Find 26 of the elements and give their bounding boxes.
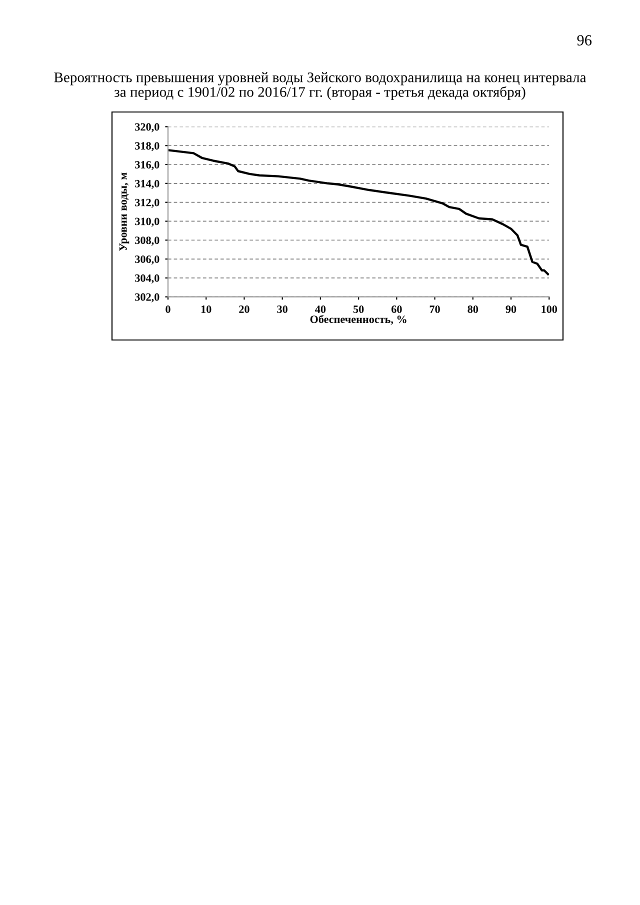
- x-tick-label: 80: [468, 305, 478, 313]
- y-tick-label: 318,0: [135, 142, 160, 152]
- text: 96: [577, 35, 592, 46]
- x-axis-title: Обеспеченность, %: [310, 315, 406, 325]
- x-tick-label: 0: [166, 305, 170, 313]
- y-tick-label: 302,0: [135, 293, 160, 302]
- x-tick-label: 90: [506, 305, 516, 313]
- x-tick-label: 10: [201, 305, 212, 313]
- x-tick-label: 50: [353, 305, 364, 313]
- y-axis-title: Уровни воды, м: [119, 172, 130, 251]
- chart-title: Вероятность превышения уровней воды Зейского водохранилища на конец интервала за период с 1901/02 по 2016/17 гг. (вторая - третья декада октября): [54, 72, 586, 100]
- y-tick-label: 312,0: [135, 198, 160, 208]
- y-tick-label: 304,0: [135, 274, 160, 284]
- x-tick-label: 40: [315, 305, 326, 313]
- y-tick-label: 306,0: [135, 255, 160, 265]
- x-tick-label: 20: [239, 305, 250, 313]
- line-series: [168, 149, 550, 276]
- x-tick-label: 60: [391, 305, 402, 313]
- y-tick-label: 308,0: [135, 236, 160, 246]
- y-tick-label: 314,0: [135, 180, 160, 189]
- x-tick-label: 30: [277, 305, 288, 313]
- y-tick-label: 316,0: [135, 160, 160, 170]
- y-tick-label: 310,0: [135, 218, 160, 227]
- y-tick-label: 320,0: [135, 123, 160, 132]
- x-tick-label: 70: [430, 305, 440, 313]
- x-tick-label: 100: [542, 305, 558, 313]
